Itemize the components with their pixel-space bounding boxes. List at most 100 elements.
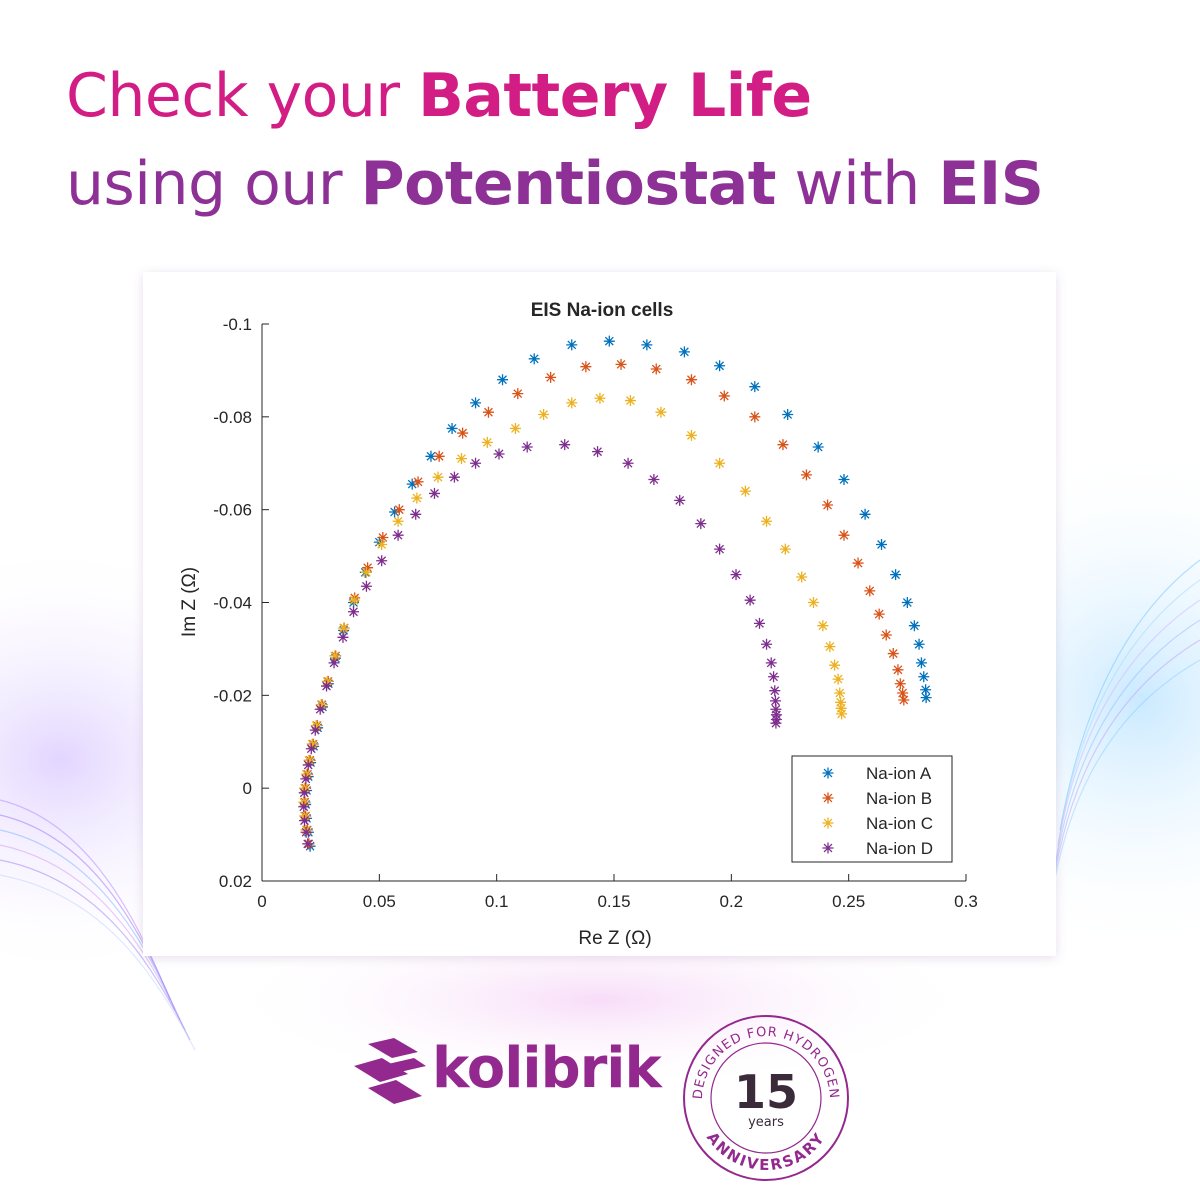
data-point (497, 374, 509, 386)
data-point (592, 446, 604, 458)
data-point (765, 657, 777, 669)
kolibrik-logo-icon (354, 1038, 426, 1104)
legend-marker (822, 792, 834, 804)
data-point (321, 675, 333, 687)
data-point (800, 469, 812, 481)
data-point (538, 409, 550, 421)
data-point (648, 473, 660, 485)
data-point (412, 476, 424, 488)
data-point (481, 436, 493, 448)
data-point (678, 346, 690, 358)
data-point (832, 673, 844, 685)
data-point (908, 620, 920, 632)
data-point (457, 427, 469, 439)
data-point (769, 685, 781, 697)
data-point (410, 508, 422, 520)
data-point (761, 515, 773, 527)
data-point (920, 684, 932, 696)
data-point (892, 664, 904, 676)
headline-potentiostat: Potentiostat (360, 149, 777, 219)
headline-line-2: using our Potentiostat with EIS (66, 148, 1044, 220)
data-point (428, 487, 440, 499)
eis-chart: 0 0.05 0.1 0.15 0.2 0.25 0.3 -0.1 -0.08 -0.06 -0.0… (179, 300, 978, 949)
data-point (376, 538, 388, 550)
x-tick-label: 0.2 (720, 892, 744, 911)
headline-eis: EIS (938, 149, 1044, 219)
legend-label: Na-ion D (866, 839, 933, 858)
data-point (859, 508, 871, 520)
data-point (376, 555, 388, 567)
x-tick-label: 0.1 (485, 892, 509, 911)
y-tick-label: 0 (243, 779, 252, 798)
data-point (890, 569, 902, 581)
anniversary-badge: DESIGNED FOR HYDROGEN 15 years ANNIVERSA… (683, 1015, 849, 1181)
legend-label: Na-ion C (866, 814, 933, 833)
legend-label: Na-ion A (866, 764, 932, 783)
axis-ticks: 0 0.05 0.1 0.15 0.2 0.25 0.3 -0.1 -0.08 -0.06 -0.0… (213, 315, 978, 911)
data-point (887, 648, 899, 660)
data-point (812, 441, 824, 453)
data-point (650, 363, 662, 375)
data-point (425, 450, 437, 462)
data-point (580, 361, 592, 373)
data-point (898, 694, 910, 706)
data-point (348, 597, 360, 608)
data-point (321, 680, 333, 692)
data-point (360, 566, 372, 578)
badge-number: 15 (734, 1065, 798, 1119)
data-point (392, 515, 404, 527)
headline-battery-life: Battery Life (418, 61, 812, 131)
data-point (566, 339, 578, 351)
data-point (880, 629, 892, 641)
data-point (377, 532, 389, 544)
data-point (655, 406, 667, 418)
data-point (685, 374, 697, 386)
data-point (769, 695, 781, 707)
data-point (328, 657, 340, 669)
x-tick-label: 0.25 (832, 892, 865, 911)
data-point (360, 580, 372, 592)
y-tick-label: -0.06 (213, 501, 252, 520)
data-point (873, 608, 885, 620)
data-point (303, 754, 315, 766)
data-point (730, 569, 742, 581)
data-point (337, 631, 349, 643)
data-point (302, 759, 314, 771)
data-point (807, 597, 819, 608)
x-tick-label: 0.3 (954, 892, 978, 911)
data-point (761, 638, 773, 650)
data-point (695, 518, 707, 530)
headline-line-2-text: using our (66, 149, 361, 219)
headline-line-2-mid: with (775, 149, 939, 219)
data-point (836, 708, 848, 720)
legend-box (791, 755, 953, 863)
data-point (714, 543, 726, 555)
data-point (768, 671, 780, 683)
data-point (528, 353, 540, 365)
badge-inner-ring (710, 1042, 822, 1154)
data-point (594, 392, 606, 404)
data-point (300, 773, 312, 785)
data-point (310, 720, 322, 732)
data-point (901, 597, 913, 608)
data-point (817, 620, 829, 632)
data-point (718, 390, 730, 402)
data-point (876, 538, 888, 550)
legend-label: Na-ion B (866, 789, 932, 808)
data-point (559, 439, 571, 451)
y-tick-label: 0.02 (219, 872, 252, 891)
legend-marker (822, 817, 834, 829)
y-tick-label: -0.08 (213, 408, 252, 427)
data-point (470, 457, 482, 469)
data-point (624, 395, 636, 407)
data-point (393, 504, 405, 516)
series-na-ion-c (298, 392, 848, 850)
data-point (300, 826, 312, 838)
headline-line-1: Check your Battery Life (66, 60, 812, 132)
y-tick-label: -0.02 (213, 686, 252, 705)
data-point (749, 381, 761, 393)
data-point (622, 457, 634, 469)
data-point (782, 409, 794, 421)
x-axis-label: Re Z (Ω) (578, 928, 651, 949)
badge-ring (683, 1015, 849, 1181)
